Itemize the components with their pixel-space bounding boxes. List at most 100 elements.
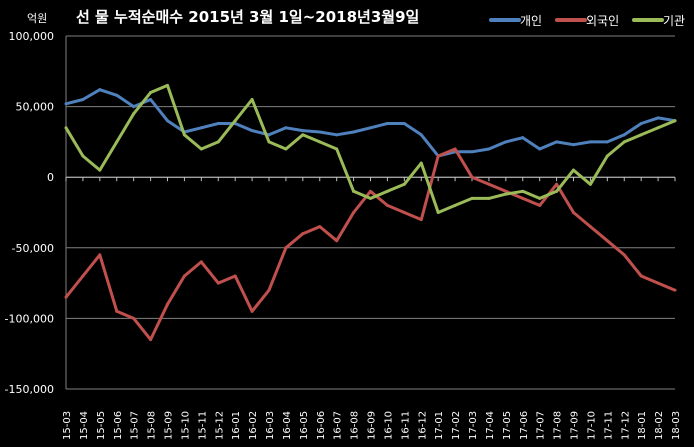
x-tick-label: 15-12 [214,411,225,440]
y-tick-label: -150,000 [5,383,54,396]
data-point [538,203,542,207]
x-tick-label: 17-11 [603,411,614,440]
data-point [521,196,525,200]
x-tick-label: 16-07 [333,411,344,440]
y-axis-unit: 억원 [27,12,47,25]
data-point [605,239,609,243]
data-point [369,196,372,200]
x-tick-label: 15-11 [197,411,208,440]
data-point [656,281,660,285]
x-tick-label: 17-02 [451,411,462,440]
data-point [284,147,288,151]
data-point [352,211,356,214]
x-tick-label: 18-01 [637,411,648,440]
data-point [233,274,237,278]
data-point [216,281,220,285]
data-point [402,122,406,126]
x-tick-label: 16-09 [367,411,378,440]
data-point [673,288,677,292]
x-tick-label: 17-08 [553,411,564,440]
data-point [335,147,339,151]
data-point [166,83,169,87]
data-point [436,211,440,214]
x-tick-label: 17-05 [502,411,513,440]
data-point [555,189,559,193]
data-point [250,98,254,102]
data-point [538,147,542,151]
x-tick-label: 16-08 [350,411,361,440]
data-point [199,147,203,151]
axes [65,36,676,389]
data-point [166,119,169,123]
data-point [182,133,186,137]
data-point [588,182,592,186]
data-point [453,147,457,151]
data-point [81,274,85,278]
x-tick-label: 16-06 [316,411,327,440]
data-point [369,189,372,193]
data-point [656,116,660,120]
data-point [166,302,169,306]
x-tick-label: 15-07 [130,411,141,440]
data-point [521,136,525,140]
x-tick-label: 16-11 [400,411,411,440]
data-point [149,338,153,342]
data-point [572,168,575,172]
y-tick-labels: 100,000 50,000 0 -50,000 -100,000 -150,000 [5,30,54,396]
x-tick-label: 15-04 [79,411,90,440]
legend: 개인 외국인 기관 [489,14,685,28]
data-point [64,295,68,299]
data-point [216,140,220,144]
data-point [81,154,85,158]
data-point [605,140,609,144]
y-tick-label: 0 [47,171,54,184]
data-point [656,126,660,130]
data-point [318,225,322,229]
data-point [132,316,136,320]
x-tick-label: 16-02 [248,411,259,440]
x-tick-label: 15-03 [62,411,73,440]
x-tick-label: 17-07 [536,411,547,440]
series-lines [64,83,677,342]
data-point [64,102,68,106]
data-point [250,309,254,313]
x-tick-label: 16-12 [417,411,428,440]
x-tick-label: 17-09 [570,411,581,440]
x-tick-label: 18-02 [654,411,665,440]
x-tick-label: 15-10 [180,411,191,440]
legend-label: 개인 [520,14,542,28]
x-tick-label: 17-06 [519,411,530,440]
data-point [385,189,389,193]
x-tick-labels: 15-03 15-04 15-05 15-06 15-07 15-08 15-09 15-10… [62,411,682,440]
data-point [318,140,322,144]
legend-label: 기관 [663,14,685,28]
data-point [622,140,626,144]
x-tick-label: 15-06 [113,411,124,440]
data-point [504,192,508,196]
data-point [436,154,440,158]
data-point [453,203,457,207]
data-point [284,246,288,250]
data-point [98,88,102,92]
data-point [318,130,322,134]
data-point [132,105,136,109]
data-point [639,122,643,126]
x-tick-label: 16-01 [231,411,242,440]
data-point [487,182,491,186]
y-tick-label: -100,000 [5,312,54,325]
data-point [470,196,474,200]
data-point [402,211,406,214]
data-point [639,274,643,278]
data-point [470,150,474,154]
data-point [98,253,102,257]
x-tick-label: 15-08 [147,411,158,440]
data-point [115,140,119,144]
x-tick-label: 17-10 [586,411,597,440]
data-point [504,140,508,144]
data-point [470,175,474,179]
data-point [555,140,559,144]
y-tick-label: 100,000 [9,30,55,43]
data-point [605,154,609,158]
data-point [335,239,339,243]
